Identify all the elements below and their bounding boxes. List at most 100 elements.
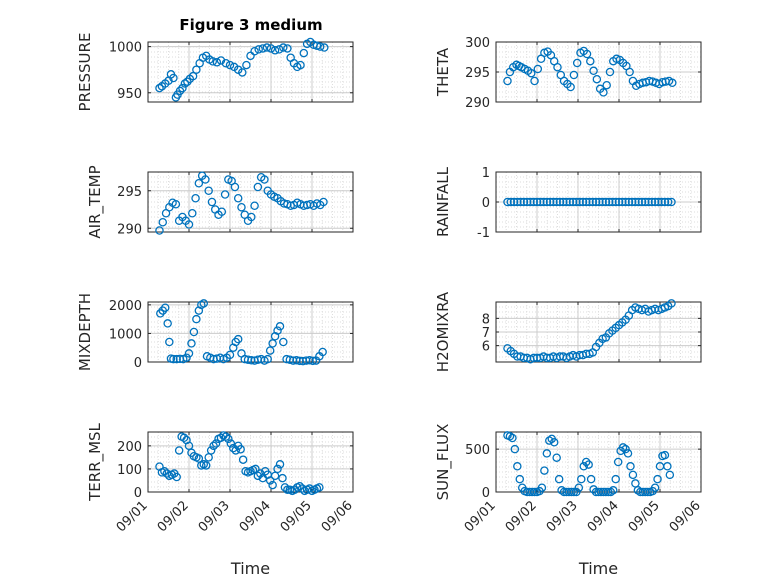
x-tick-label: 09/02 (503, 498, 540, 535)
data-point (194, 178, 204, 188)
data-point (530, 76, 539, 86)
x-tick-label: 09/06 (319, 498, 356, 535)
data-point (172, 472, 181, 482)
data-point (530, 487, 539, 497)
data-point (604, 487, 613, 497)
y-tick-label: 2000 (109, 299, 142, 314)
y-tick-label: 1000 (109, 327, 142, 342)
data-point (250, 201, 259, 210)
data-point (280, 483, 290, 492)
y-tick-label: -1 (477, 226, 490, 241)
data-point (254, 45, 263, 54)
subplot-sun-flux: 0 500 SUN_FLUX (434, 424, 702, 501)
y-axis-label: TERR_MSL (86, 422, 105, 501)
data-point (628, 470, 638, 480)
data-point (315, 42, 325, 51)
data-point (567, 487, 576, 497)
y-tick-label: 295 (117, 185, 142, 200)
data-point (160, 466, 169, 476)
data-point (592, 74, 602, 84)
y-tick-label: 290 (465, 96, 490, 111)
data-point (207, 197, 217, 207)
data-point (527, 68, 536, 78)
data-point (611, 474, 620, 484)
x-tick-label: 09/01 (462, 498, 499, 535)
data-point (299, 48, 309, 58)
x-tick-label: 09/03 (196, 498, 233, 535)
axes-box (147, 431, 354, 493)
data-point (540, 466, 549, 475)
data-point (268, 480, 277, 490)
data-point (273, 464, 282, 474)
data-point (171, 199, 181, 209)
data-point (533, 64, 543, 74)
data-point (606, 487, 616, 497)
y-axis-label: MIXDEPTH (76, 293, 94, 371)
data-point (258, 44, 268, 53)
data-point (230, 182, 240, 192)
data-point (605, 67, 615, 77)
data-point (660, 450, 670, 460)
data-point (204, 186, 213, 195)
data-point (586, 56, 595, 66)
y-tick-label: 290 (117, 222, 142, 237)
data-point (613, 457, 623, 467)
data-point (589, 485, 598, 494)
data-point (201, 175, 210, 184)
data-point (505, 432, 515, 441)
data-point (572, 487, 581, 497)
data-point (155, 83, 164, 93)
data-point (265, 346, 275, 355)
data-point (584, 460, 593, 469)
data-point (553, 62, 562, 72)
data-point (667, 299, 676, 308)
data-point (582, 49, 592, 59)
data-point (188, 208, 197, 218)
x-tick-label: 09/04 (237, 498, 274, 535)
data-point (270, 46, 280, 55)
data-point (513, 462, 522, 471)
data-point (577, 474, 586, 484)
data-point (169, 73, 178, 83)
y-tick-label: 0 (482, 196, 490, 211)
data-point (175, 86, 185, 96)
y-axis-label: RAINFALL (434, 166, 452, 237)
x-tick-label: 09/04 (585, 498, 622, 535)
data-point (315, 483, 324, 492)
data-point (233, 334, 243, 344)
data-point (579, 462, 588, 471)
data-point (515, 474, 525, 484)
data-point (268, 339, 277, 348)
data-point (253, 182, 263, 192)
data-point (574, 483, 584, 492)
data-point (586, 474, 596, 484)
y-tick-label: 8 (482, 312, 490, 327)
data-point (279, 43, 288, 52)
data-point (668, 78, 677, 88)
data-point (184, 349, 194, 358)
data-point (192, 314, 201, 324)
y-tick-label: 300 (465, 36, 490, 51)
y-tick-label: 500 (465, 443, 490, 458)
data-point (554, 474, 564, 484)
data-point (308, 356, 318, 366)
data-point (295, 481, 304, 491)
data-point (158, 217, 168, 227)
data-point (231, 446, 240, 455)
data-point (225, 350, 235, 360)
y-tick-label: 200 (117, 440, 142, 455)
subplot-air-temp: 290 295 AIR_TEMP (86, 165, 354, 239)
data-point (206, 446, 216, 455)
axes-box (147, 171, 354, 233)
y-tick-label: 1 (482, 166, 490, 181)
y-tick-label: 295 (465, 66, 490, 81)
data-point (237, 202, 246, 212)
data-point (201, 461, 211, 470)
data-point (631, 479, 640, 488)
data-point (221, 432, 231, 441)
data-point (187, 339, 196, 348)
data-point (319, 197, 328, 207)
x-tick-label: 09/05 (278, 498, 315, 535)
data-point (542, 449, 552, 458)
